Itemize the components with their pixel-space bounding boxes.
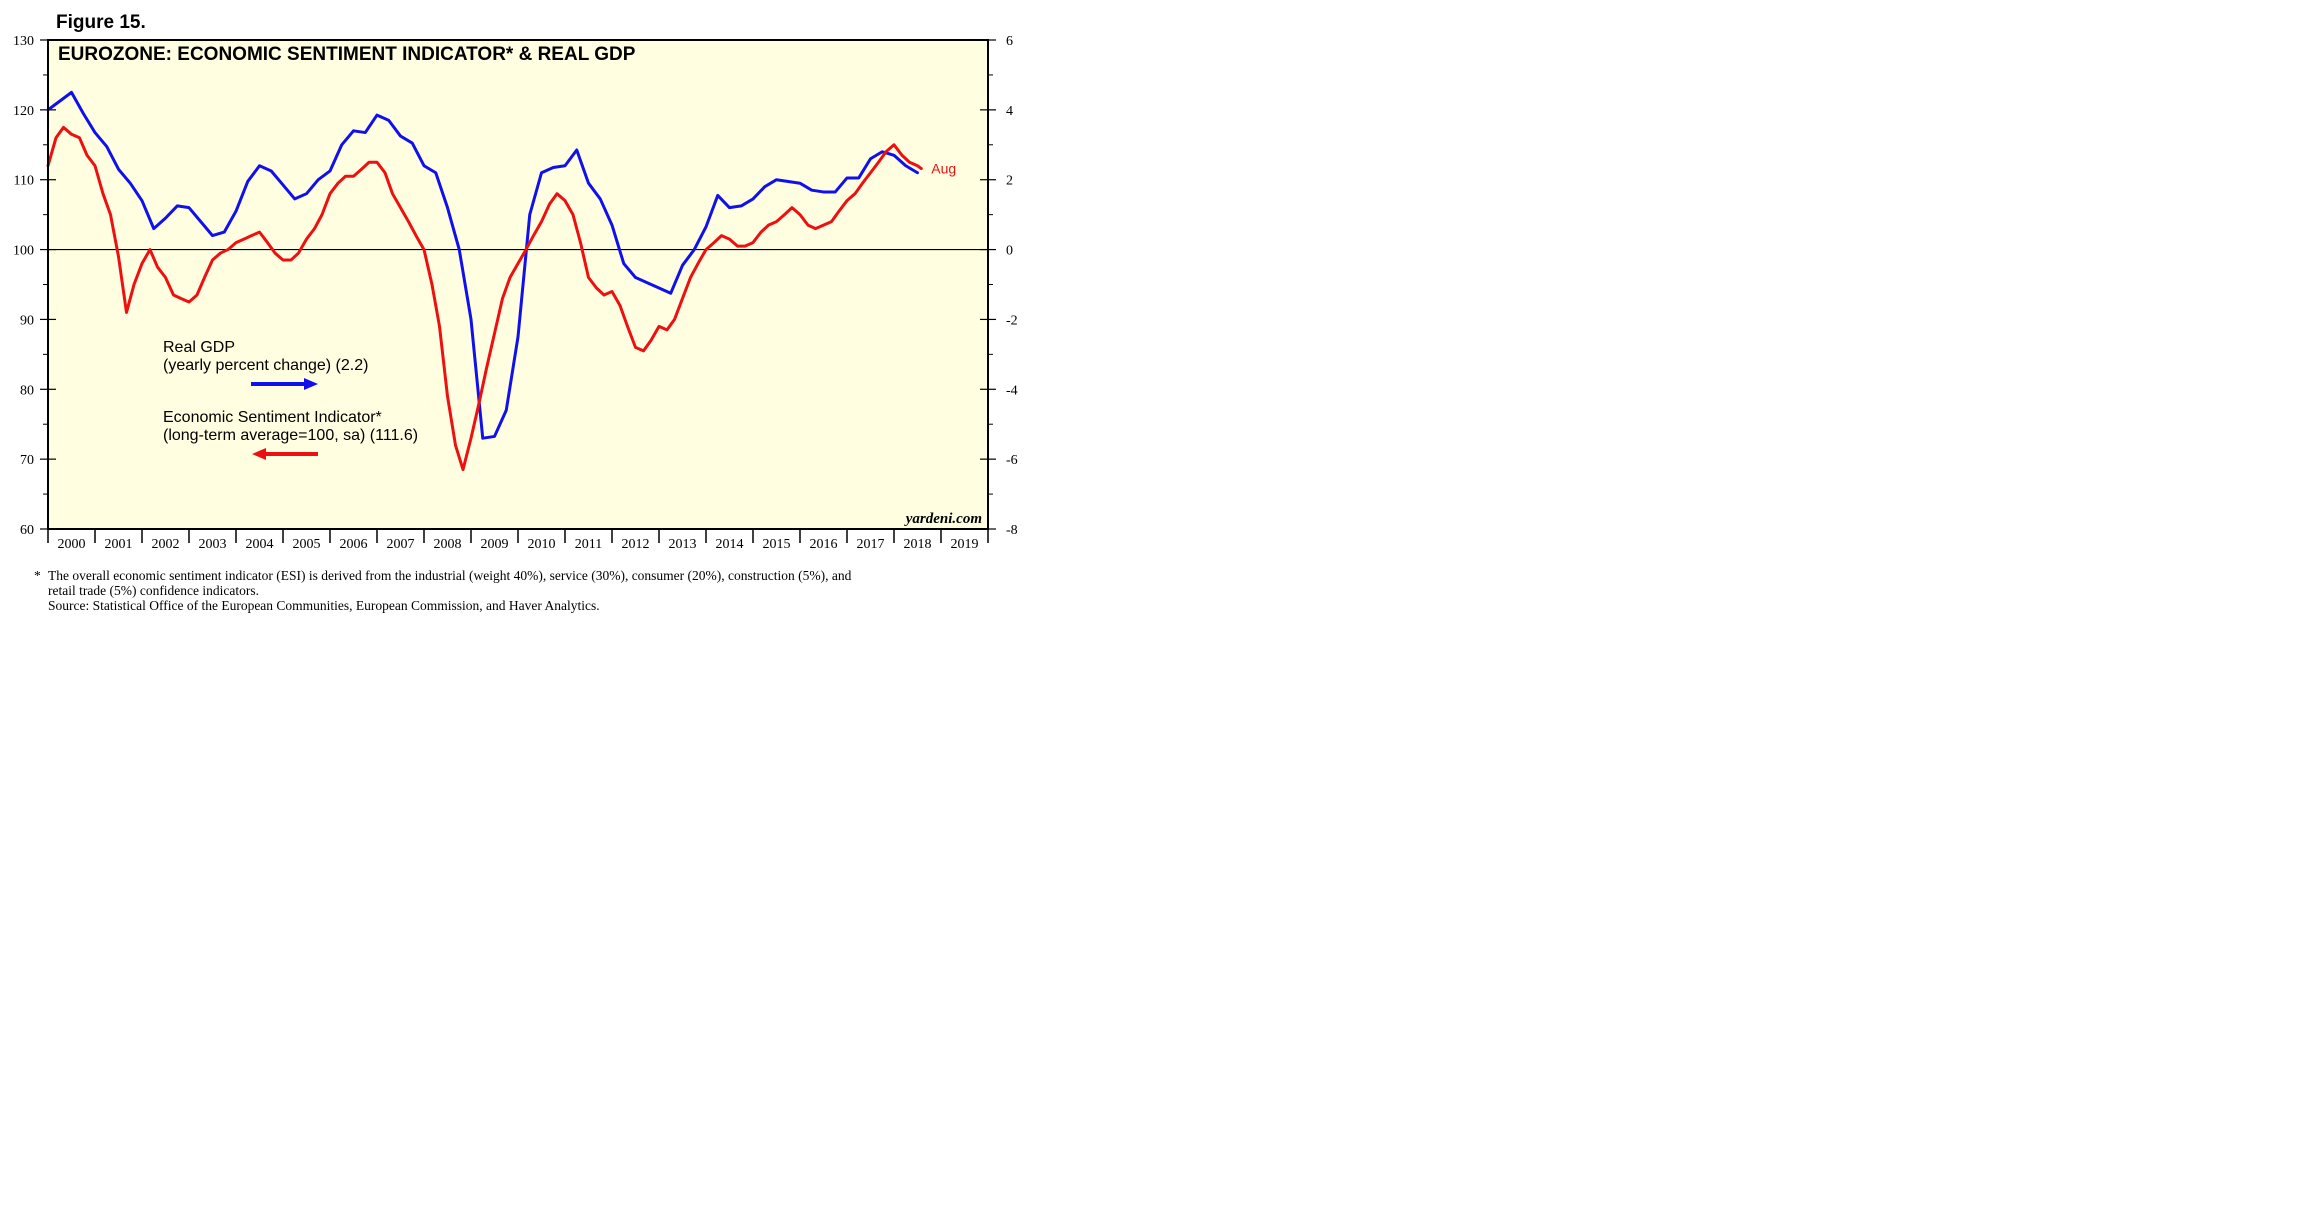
x-tick-label: 2002: [152, 537, 180, 552]
x-tick-label: 2013: [669, 537, 697, 552]
gdp-series-line: [46, 90, 919, 440]
footnote-line-2: retail trade (5%) confidence indicators.: [48, 583, 260, 598]
x-tick-label: 2007: [387, 537, 415, 552]
x-tick-label: 2010: [528, 537, 556, 552]
x-tick-label: 2019: [951, 537, 979, 552]
legend-esi-line1: Economic Sentiment Indicator*: [163, 409, 382, 426]
left-tick-label: 80: [20, 383, 34, 398]
right-tick-label: 6: [1006, 34, 1013, 49]
right-tick-label: -6: [1006, 453, 1018, 468]
x-tick-label: 2017: [857, 537, 885, 552]
series-layer: [46, 90, 923, 472]
x-tick-label: 2014: [716, 537, 744, 552]
x-tick-label: 2004: [246, 537, 274, 552]
left-tick-label: 100: [13, 244, 34, 259]
right-tick-label: 0: [1006, 244, 1013, 259]
chart-title: EUROZONE: ECONOMIC SENTIMENT INDICATOR* …: [58, 44, 636, 65]
last-value-label: Aug: [931, 161, 956, 177]
left-tick-label: 90: [20, 313, 34, 328]
x-tick-label: 2012: [622, 537, 650, 552]
plot-frame: [47, 39, 989, 530]
x-tick-label: 2005: [293, 537, 321, 552]
footnote-marker: *: [34, 568, 41, 583]
x-tick-label: 2011: [575, 537, 602, 552]
x-tick-label: 2015: [763, 537, 791, 552]
x-tick-label: 2018: [904, 537, 932, 552]
right-tick-label: -8: [1006, 523, 1018, 538]
tick-layer: 60 70 80 90 100 110 120 130 -8 -6 -4 -2 0 2 4 6 2000 2001…: [13, 34, 1018, 552]
left-tick-label: 120: [13, 104, 34, 119]
x-tick-label: 2003: [199, 537, 227, 552]
x-tick-label: 2000: [58, 537, 86, 552]
x-tick-label: 2008: [434, 537, 462, 552]
legend-gdp-line2: (yearly percent change) (2.2): [163, 357, 368, 374]
x-tick-label: 2016: [810, 537, 838, 552]
figure-label: Figure 15.: [56, 12, 146, 33]
x-tick-label: 2006: [340, 537, 368, 552]
left-tick-label: 60: [20, 523, 34, 538]
legend-esi-arrow: [252, 448, 318, 460]
plot-area: [48, 40, 988, 529]
footnote-line-1: The overall economic sentiment indicator…: [48, 568, 852, 583]
footnote-source: Source: Statistical Office of the Europe…: [48, 598, 600, 613]
left-tick-label: 110: [14, 174, 34, 189]
right-tick-label: -4: [1006, 383, 1018, 398]
legend-gdp-line1: Real GDP: [163, 339, 235, 356]
right-tick-label: 2: [1006, 174, 1013, 189]
legend-esi-line2: (long-term average=100, sa) (111.6): [163, 427, 418, 444]
left-tick-label: 70: [20, 453, 34, 468]
x-tick-label: 2001: [105, 537, 133, 552]
left-tick-label: 130: [13, 34, 34, 49]
esi-series-line: [46, 125, 923, 472]
right-tick-label: -2: [1006, 313, 1018, 328]
x-tick-label: 2009: [481, 537, 509, 552]
footnote: * The overall economic sentiment indicat…: [34, 568, 988, 613]
legend-gdp-arrow: [251, 378, 318, 390]
right-tick-label: 4: [1006, 104, 1013, 119]
watermark: yardeni.com: [904, 511, 982, 527]
